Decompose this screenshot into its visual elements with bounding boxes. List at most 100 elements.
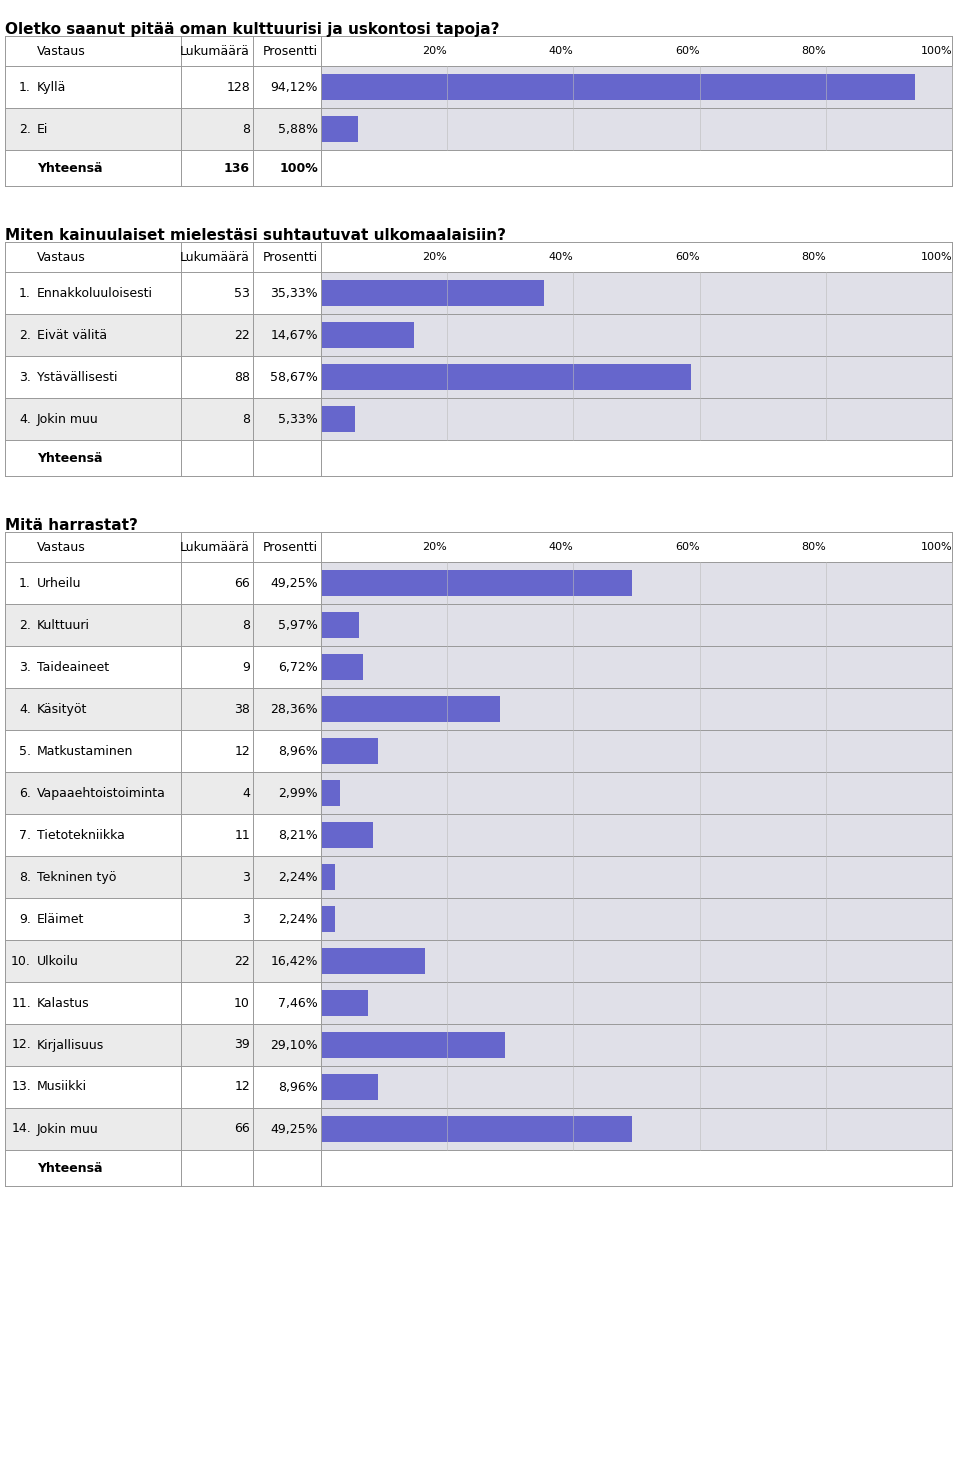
Text: 12.: 12. (12, 1039, 31, 1052)
Bar (5, 813, 321, 856)
Text: Ei: Ei (37, 122, 48, 135)
Text: Matkustaminen: Matkustaminen (37, 744, 133, 758)
Text: 8,96%: 8,96% (278, 744, 318, 758)
Text: 28,36%: 28,36% (271, 703, 318, 715)
Text: 20%: 20% (422, 541, 447, 552)
Text: 12: 12 (234, 1081, 250, 1093)
Text: Miten kainuulaiset mielestäsi suhtautuvat ulkomaalaisiin?: Miten kainuulaiset mielestäsi suhtautuva… (5, 228, 506, 243)
Text: 40%: 40% (549, 252, 573, 262)
Text: 100%: 100% (921, 252, 952, 262)
Text: 7,46%: 7,46% (278, 996, 318, 1009)
Text: 60%: 60% (675, 541, 700, 552)
Text: 60%: 60% (675, 252, 700, 262)
Text: 100%: 100% (921, 541, 952, 552)
Text: Ulkoilu: Ulkoilu (37, 955, 79, 968)
Bar (321, 1024, 952, 1066)
Bar (5, 940, 321, 983)
Text: 2,24%: 2,24% (278, 871, 318, 884)
Text: Vastaus: Vastaus (37, 44, 85, 57)
Text: 8,21%: 8,21% (278, 828, 318, 841)
Text: 13.: 13. (12, 1081, 31, 1093)
Bar (5, 533, 952, 562)
Text: Prosentti: Prosentti (263, 44, 318, 57)
Bar (321, 856, 952, 897)
Bar (5, 399, 321, 440)
Text: 14.: 14. (12, 1122, 31, 1136)
Text: 2.: 2. (19, 328, 31, 341)
Bar (321, 688, 952, 730)
Bar (5, 772, 321, 813)
Text: 60%: 60% (675, 46, 700, 56)
Text: 9.: 9. (19, 912, 31, 925)
Bar (321, 1108, 952, 1150)
Text: Jokin muu: Jokin muu (37, 412, 99, 425)
Text: Vastaus: Vastaus (37, 540, 85, 553)
Text: 8: 8 (242, 618, 250, 631)
Bar (5, 243, 952, 272)
Text: Musiikki: Musiikki (37, 1081, 87, 1093)
Text: 3.: 3. (19, 660, 31, 674)
Bar (321, 356, 952, 399)
Text: Vapaaehtoistoiminta: Vapaaehtoistoiminta (37, 787, 166, 800)
Bar (321, 66, 952, 107)
Text: Jokin muu: Jokin muu (37, 1122, 99, 1136)
Bar (321, 571, 632, 596)
Text: 8: 8 (242, 122, 250, 135)
Bar (5, 1150, 952, 1186)
Text: 8: 8 (242, 412, 250, 425)
Text: 8,96%: 8,96% (278, 1081, 318, 1093)
Text: 3: 3 (242, 871, 250, 884)
Text: 7.: 7. (19, 828, 31, 841)
Bar (321, 1033, 505, 1058)
Bar (321, 562, 952, 605)
Text: 5.: 5. (19, 744, 31, 758)
Text: 16,42%: 16,42% (271, 955, 318, 968)
Text: 100%: 100% (921, 46, 952, 56)
Text: 29,10%: 29,10% (271, 1039, 318, 1052)
Text: 39: 39 (234, 1039, 250, 1052)
Text: 9: 9 (242, 660, 250, 674)
Text: 2,99%: 2,99% (278, 787, 318, 800)
Bar (321, 781, 340, 806)
Text: Yhteensä: Yhteensä (37, 1162, 103, 1174)
Text: 5,97%: 5,97% (278, 618, 318, 631)
Text: Ystävällisesti: Ystävällisesti (37, 371, 118, 384)
Text: Prosentti: Prosentti (263, 250, 318, 263)
Text: 6.: 6. (19, 787, 31, 800)
Bar (321, 813, 952, 856)
Bar (321, 406, 354, 431)
Text: 14,67%: 14,67% (271, 328, 318, 341)
Bar (321, 646, 952, 688)
Text: Mitä harrastat?: Mitä harrastat? (5, 518, 138, 533)
Text: Eivät välitä: Eivät välitä (37, 328, 108, 341)
Bar (5, 1066, 321, 1108)
Text: 11.: 11. (12, 996, 31, 1009)
Text: Kulttuuri: Kulttuuri (37, 618, 90, 631)
Bar (5, 35, 952, 66)
Text: 1.: 1. (19, 577, 31, 590)
Bar (321, 107, 952, 150)
Text: Yhteensä: Yhteensä (37, 162, 103, 175)
Text: 38: 38 (234, 703, 250, 715)
Bar (321, 75, 915, 100)
Text: 3.: 3. (19, 371, 31, 384)
Text: Tekninen työ: Tekninen työ (37, 871, 116, 884)
Bar (321, 365, 691, 390)
Bar (5, 356, 321, 399)
Bar (5, 646, 321, 688)
Text: 35,33%: 35,33% (271, 287, 318, 300)
Text: 2,24%: 2,24% (278, 912, 318, 925)
Text: 49,25%: 49,25% (271, 577, 318, 590)
Text: Käsityöt: Käsityöt (37, 703, 87, 715)
Text: 136: 136 (224, 162, 250, 175)
Text: 40%: 40% (549, 46, 573, 56)
Text: 6,72%: 6,72% (278, 660, 318, 674)
Bar (5, 856, 321, 897)
Text: 22: 22 (234, 955, 250, 968)
Text: 49,25%: 49,25% (271, 1122, 318, 1136)
Bar (321, 696, 500, 722)
Bar (5, 562, 321, 605)
Text: Kalastus: Kalastus (37, 996, 89, 1009)
Text: 40%: 40% (549, 541, 573, 552)
Bar (5, 440, 952, 477)
